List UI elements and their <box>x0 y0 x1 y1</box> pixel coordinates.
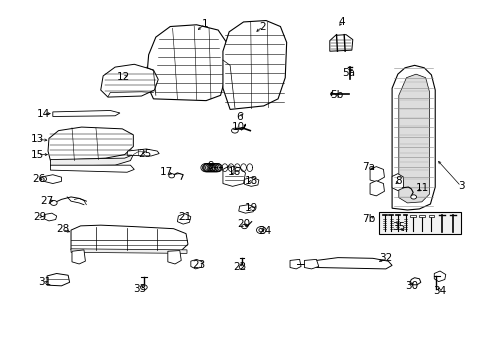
Polygon shape <box>289 259 301 269</box>
Bar <box>418 215 424 217</box>
Polygon shape <box>409 278 420 285</box>
Text: 15: 15 <box>31 150 44 159</box>
Text: 2: 2 <box>259 22 265 32</box>
Polygon shape <box>238 205 255 213</box>
Text: 14: 14 <box>37 109 50 119</box>
Circle shape <box>239 265 244 269</box>
Polygon shape <box>72 250 85 264</box>
Polygon shape <box>71 225 187 251</box>
Polygon shape <box>44 213 57 221</box>
Circle shape <box>50 201 57 206</box>
Polygon shape <box>53 111 120 117</box>
Polygon shape <box>304 259 318 269</box>
Polygon shape <box>369 167 384 182</box>
Polygon shape <box>146 25 227 100</box>
Circle shape <box>40 176 46 181</box>
Polygon shape <box>244 177 258 186</box>
Text: 35: 35 <box>391 221 405 231</box>
Text: 33: 33 <box>133 284 146 294</box>
Text: 3: 3 <box>457 181 464 192</box>
Text: 5a: 5a <box>342 68 355 78</box>
Circle shape <box>258 228 263 232</box>
Text: 16: 16 <box>228 167 241 177</box>
Text: 11: 11 <box>415 184 428 193</box>
Polygon shape <box>48 127 133 161</box>
Polygon shape <box>391 174 403 190</box>
Text: 4: 4 <box>338 17 345 27</box>
Text: 28: 28 <box>56 224 69 234</box>
Polygon shape <box>369 181 384 196</box>
Text: 7b: 7b <box>362 214 375 224</box>
Text: 19: 19 <box>244 203 257 213</box>
Polygon shape <box>50 154 133 166</box>
Polygon shape <box>71 249 186 253</box>
Text: 8: 8 <box>395 176 401 186</box>
Circle shape <box>256 226 265 234</box>
Text: 31: 31 <box>39 277 52 287</box>
Bar <box>409 215 415 217</box>
Text: 26: 26 <box>32 174 45 184</box>
Text: 13: 13 <box>31 134 44 144</box>
Text: 5b: 5b <box>329 90 343 100</box>
Polygon shape <box>50 165 134 172</box>
Circle shape <box>231 128 238 133</box>
Polygon shape <box>316 258 391 269</box>
Text: 27: 27 <box>41 196 54 206</box>
Text: 17: 17 <box>160 167 173 177</box>
Polygon shape <box>223 21 286 109</box>
Text: 34: 34 <box>432 287 446 297</box>
Text: 21: 21 <box>178 212 191 222</box>
Polygon shape <box>329 35 352 51</box>
Polygon shape <box>398 74 428 203</box>
Text: 30: 30 <box>404 281 417 291</box>
Circle shape <box>241 224 247 229</box>
Text: 7a: 7a <box>362 162 375 172</box>
Circle shape <box>140 285 147 290</box>
Text: 1: 1 <box>202 19 208 29</box>
Text: 18: 18 <box>244 176 257 186</box>
Polygon shape <box>167 251 181 264</box>
Text: 29: 29 <box>33 212 46 222</box>
Text: 6: 6 <box>236 112 243 122</box>
Text: 9: 9 <box>207 161 214 171</box>
Polygon shape <box>391 66 434 210</box>
Circle shape <box>410 195 416 199</box>
Text: 23: 23 <box>192 260 205 270</box>
Text: 10: 10 <box>232 122 245 132</box>
Polygon shape <box>101 64 158 97</box>
Polygon shape <box>190 259 202 269</box>
Polygon shape <box>177 213 190 224</box>
Text: 25: 25 <box>139 149 152 158</box>
Circle shape <box>168 174 174 178</box>
Polygon shape <box>127 149 159 156</box>
Bar <box>378 212 460 234</box>
Bar <box>427 215 433 217</box>
Polygon shape <box>44 175 61 184</box>
Polygon shape <box>223 166 245 186</box>
Polygon shape <box>433 271 445 282</box>
Text: 32: 32 <box>379 253 392 263</box>
Text: 12: 12 <box>117 72 130 82</box>
Text: 22: 22 <box>233 262 246 272</box>
Text: 20: 20 <box>237 220 249 229</box>
Polygon shape <box>47 274 69 286</box>
Text: 24: 24 <box>258 226 271 236</box>
